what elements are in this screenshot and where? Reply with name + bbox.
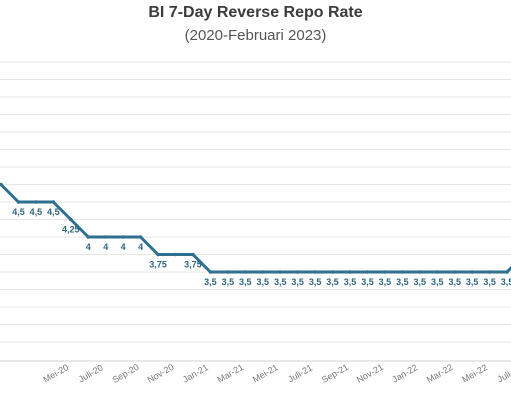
x-tick-label: Nov-20 bbox=[145, 362, 175, 385]
x-tick-label: Juli-21 bbox=[286, 362, 314, 384]
x-tick-label: Sep-20 bbox=[111, 362, 141, 385]
data-label: 3,5 bbox=[431, 277, 444, 287]
x-tick-label: Mei-21 bbox=[251, 362, 280, 384]
x-tick-label: Jan-22 bbox=[390, 362, 419, 384]
data-point bbox=[34, 200, 38, 204]
data-point bbox=[243, 270, 248, 274]
data-point bbox=[86, 235, 91, 239]
data-label: 3,5 bbox=[466, 277, 479, 287]
data-label: 4 bbox=[86, 242, 91, 252]
data-point bbox=[16, 200, 21, 204]
data-point bbox=[505, 270, 509, 274]
data-labels: 4,5 4,5 4,54,254 4 4 43,75 3,753,5 3,5 3,5 3,5 3,5… bbox=[12, 207, 511, 287]
data-point bbox=[121, 235, 125, 239]
data-label: 4 bbox=[138, 242, 143, 252]
data-point bbox=[452, 270, 457, 274]
data-point bbox=[260, 270, 265, 274]
data-label: 3,5 bbox=[256, 277, 269, 287]
data-label: 3,5 bbox=[239, 277, 252, 287]
x-tick-label: Nov-21 bbox=[355, 362, 385, 385]
data-point bbox=[400, 270, 405, 274]
x-axis-ticks: Mei-20 Juli-20 Sep-20 Nov-20 Jan-21 Mar-21 Mei… bbox=[41, 362, 511, 385]
data-label: 4 bbox=[121, 242, 126, 252]
data-label: 3,5 bbox=[396, 277, 409, 287]
x-tick-label: Mei-20 bbox=[41, 362, 70, 384]
data-point bbox=[313, 270, 317, 274]
data-label: 3,5 bbox=[379, 277, 392, 287]
data-label: 3,75 bbox=[149, 260, 167, 270]
data-point bbox=[383, 270, 387, 274]
gridlines bbox=[0, 61, 511, 362]
data-point bbox=[418, 270, 422, 274]
data-label: 4,5 bbox=[30, 207, 43, 217]
data-label: 4,25 bbox=[62, 225, 80, 235]
data-label: 3,5 bbox=[414, 277, 427, 287]
data-label: 4,5 bbox=[12, 207, 25, 217]
series-layer bbox=[0, 182, 511, 274]
data-point bbox=[156, 252, 160, 257]
data-point bbox=[348, 270, 352, 274]
data-point bbox=[487, 270, 492, 274]
data-label: 3,5 bbox=[448, 277, 461, 287]
data-point bbox=[191, 252, 195, 257]
data-label: 3,5 bbox=[309, 277, 322, 287]
data-label: 3,5 bbox=[501, 277, 511, 287]
chart-title: BI 7-Day Reverse Repo Rate bbox=[148, 4, 363, 21]
data-point bbox=[435, 270, 440, 274]
data-label: 3,75 bbox=[184, 260, 202, 270]
data-label: 3,5 bbox=[344, 277, 357, 287]
data-point bbox=[365, 270, 370, 274]
data-point bbox=[69, 217, 73, 222]
data-point bbox=[278, 270, 283, 274]
x-tick-label: Mar-22 bbox=[425, 362, 455, 385]
x-tick-label: Mar-21 bbox=[216, 362, 246, 385]
data-point bbox=[103, 235, 108, 239]
x-tick-label: Juli-22 bbox=[496, 362, 511, 384]
data-label: 3,5 bbox=[291, 277, 304, 287]
x-tick-label: Jan-21 bbox=[181, 362, 210, 384]
data-label: 3,5 bbox=[222, 277, 235, 287]
chart-subtitle: (2020-Februari 2023) bbox=[184, 27, 327, 44]
data-point bbox=[51, 200, 56, 204]
x-tick-label: Juli-20 bbox=[77, 362, 105, 384]
data-point bbox=[0, 182, 3, 187]
data-point bbox=[226, 270, 230, 274]
data-label: 3,5 bbox=[361, 277, 374, 287]
data-label: 3,5 bbox=[483, 277, 496, 287]
data-label: 4 bbox=[103, 242, 108, 252]
data-point bbox=[138, 235, 143, 239]
data-label: 3,5 bbox=[326, 277, 339, 287]
data-point bbox=[173, 252, 178, 257]
data-point bbox=[295, 270, 300, 274]
data-point bbox=[330, 270, 335, 274]
x-tick-label: Sep-21 bbox=[320, 362, 350, 385]
data-point bbox=[208, 270, 213, 274]
data-label: 3,5 bbox=[204, 277, 217, 287]
data-label: 4,5 bbox=[47, 207, 60, 217]
data-point bbox=[470, 270, 474, 274]
data-label: 3,5 bbox=[274, 277, 287, 287]
x-tick-label: Mei-22 bbox=[460, 362, 489, 384]
